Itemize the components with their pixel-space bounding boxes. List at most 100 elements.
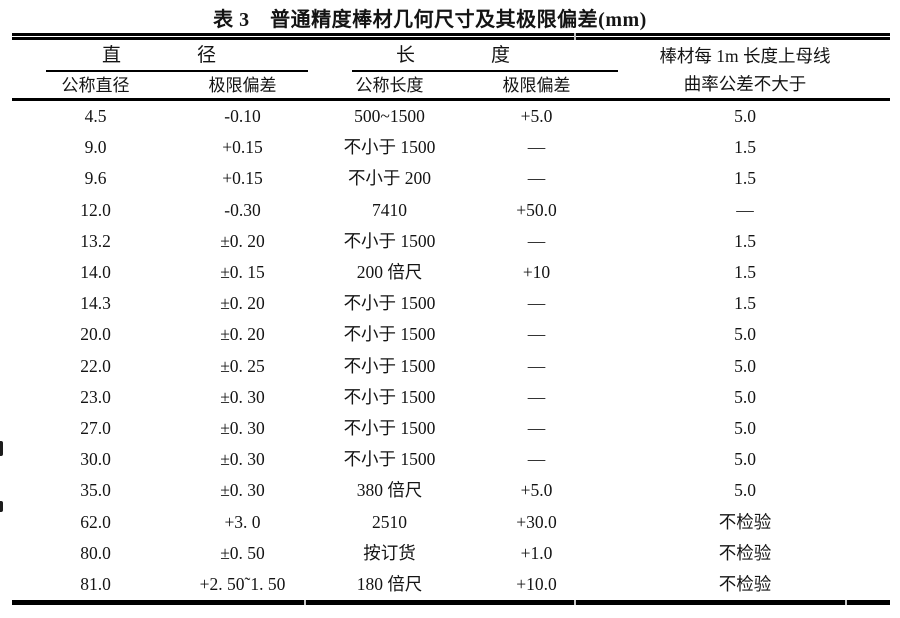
table-cell: ±0. 20 <box>220 230 265 251</box>
curvature-header-line1: 棒材每 1m 长度上母线 <box>659 46 831 66</box>
table-cell: +0.15 <box>222 137 263 158</box>
scan-edge-artifact <box>0 441 3 456</box>
table-cell: -0.10 <box>224 106 261 127</box>
table-cell: 不检验 <box>718 573 772 594</box>
table-cell: +5.0 <box>520 480 553 501</box>
bottom-rule <box>12 600 890 605</box>
table-row: 35.0 ±0. 30 380 倍尺 +5.0 5.0 <box>12 475 890 506</box>
table-row: 81.0 +2. 50˜1. 50 180 倍尺 +10.0 不检验 <box>12 569 890 600</box>
table-cell: — <box>527 168 546 189</box>
table-cell: +2. 50˜1. 50 <box>199 573 286 594</box>
diameter-group-underline <box>46 70 308 72</box>
table-row: 9.0 +0.15 不小于 1500 — 1.5 <box>12 132 890 163</box>
table-cell: — <box>527 230 546 251</box>
table-cell: 13.2 <box>80 230 111 251</box>
table-body: 4.5 -0.10 500~1500 +5.0 5.0 9.0 +0.15 不小于 1500 —… <box>12 101 890 600</box>
table-row: 27.0 ±0. 30 不小于 1500 — 5.0 <box>12 413 890 444</box>
table-cell: 27.0 <box>80 417 111 438</box>
table-cell: ±0. 25 <box>220 355 265 376</box>
table-row: 13.2 ±0. 20 不小于 1500 — 1.5 <box>12 226 890 257</box>
table-row: 23.0 ±0. 30 不小于 1500 — 5.0 <box>12 382 890 413</box>
table-cell: +30.0 <box>516 511 557 532</box>
table-row: 14.0 ±0. 15 200 倍尺 +10 1.5 <box>12 257 890 288</box>
column-header-length-deviation: 极限偏差 <box>502 76 571 95</box>
table-cell: 1.5 <box>734 168 756 189</box>
table-cell: — <box>527 449 546 470</box>
table-cell: — <box>527 137 546 158</box>
length-group-underline <box>352 70 618 72</box>
table-cell: 9.6 <box>84 168 107 189</box>
table-cell: 14.3 <box>80 293 111 314</box>
table-cell: 不小于 1500 <box>343 417 436 438</box>
table-cell: ±0. 20 <box>220 324 265 345</box>
table-cell: 不检验 <box>718 511 772 532</box>
table-cell: 按订货 <box>363 542 416 563</box>
scan-seam <box>574 600 576 605</box>
table-cell: 不小于 1500 <box>343 386 436 407</box>
table-cell: 500~1500 <box>354 106 425 127</box>
table-cell: 不小于 1500 <box>343 293 436 314</box>
table-cell: 7410 <box>372 199 407 220</box>
table-cell: 20.0 <box>80 324 111 345</box>
scan-seam <box>845 600 847 605</box>
table-cell: +5.0 <box>520 106 553 127</box>
top-rule <box>12 33 890 40</box>
table-cell: +10.0 <box>516 573 557 594</box>
table-cell: +50.0 <box>516 199 557 220</box>
table-cell: 81.0 <box>80 573 111 594</box>
table-cell: 5.0 <box>734 480 756 501</box>
table-cell: 5.0 <box>734 417 756 438</box>
table-cell: 5.0 <box>734 386 756 407</box>
table-cell: — <box>527 386 546 407</box>
scan-seam <box>574 33 576 40</box>
table-row: 20.0 ±0. 20 不小于 1500 — 5.0 <box>12 319 890 350</box>
table-cell: 不小于 1500 <box>343 449 436 470</box>
table-title: 表 3 普通精度棒材几何尺寸及其极限偏差(mm) <box>213 9 647 31</box>
table-cell: ±0. 30 <box>220 417 265 438</box>
table-row: 9.6 +0.15 不小于 200 — 1.5 <box>12 163 890 194</box>
table-row: 14.3 ±0. 20 不小于 1500 — 1.5 <box>12 288 890 319</box>
table-cell: — <box>527 324 546 345</box>
table-cell: ±0. 30 <box>220 449 265 470</box>
table-row: 22.0 ±0. 25 不小于 1500 — 5.0 <box>12 351 890 382</box>
table-cell: 1.5 <box>734 137 756 158</box>
table-cell: 不小于 1500 <box>343 137 436 158</box>
table-cell: 5.0 <box>734 449 756 470</box>
table-cell: 1.5 <box>734 230 756 251</box>
column-header-nominal-diameter: 公称直径 <box>61 76 130 95</box>
table-cell: 30.0 <box>80 449 111 470</box>
table-cell: ±0. 30 <box>220 480 265 501</box>
table-cell: 22.0 <box>80 355 111 376</box>
table-cell: — <box>736 199 754 220</box>
table-cell: ±0. 15 <box>220 262 265 283</box>
table-cell: 不小于 1500 <box>343 230 436 251</box>
table-cell: 不小于 1500 <box>343 355 436 376</box>
table-row: 30.0 ±0. 30 不小于 1500 — 5.0 <box>12 444 890 475</box>
table-cell: 5.0 <box>734 355 756 376</box>
table-cell: 14.0 <box>80 262 111 283</box>
table-cell: 不检验 <box>718 542 772 563</box>
table-row: 80.0 ±0. 50 按订货 +1.0 不检验 <box>12 538 890 569</box>
table-cell: 62.0 <box>80 511 111 532</box>
table-cell: 12.0 <box>80 199 111 220</box>
table-cell: +0.15 <box>222 168 263 189</box>
table-cell: 23.0 <box>80 386 111 407</box>
curvature-header-line2: 曲率公差不大于 <box>683 74 807 94</box>
table-cell: 5.0 <box>734 324 756 345</box>
table-cell: — <box>527 355 546 376</box>
table-cell: +3. 0 <box>224 511 261 532</box>
table-row: 62.0 +3. 0 2510 +30.0 不检验 <box>12 506 890 537</box>
table-cell: +1.0 <box>520 542 553 563</box>
table-row: 4.5 -0.10 500~1500 +5.0 5.0 <box>12 101 890 132</box>
table-cell: 1.5 <box>734 262 756 283</box>
table-cell: 35.0 <box>80 480 111 501</box>
table-cell: — <box>527 293 546 314</box>
table-cell: 2510 <box>372 511 407 532</box>
header-bottom-rule <box>12 98 890 101</box>
table-cell: +10 <box>522 262 551 283</box>
table-cell: ±0. 20 <box>220 293 265 314</box>
table-cell: 5.0 <box>734 106 756 127</box>
header-group-diameter: 直 径 <box>101 45 216 66</box>
table-cell: ±0. 50 <box>220 542 265 563</box>
